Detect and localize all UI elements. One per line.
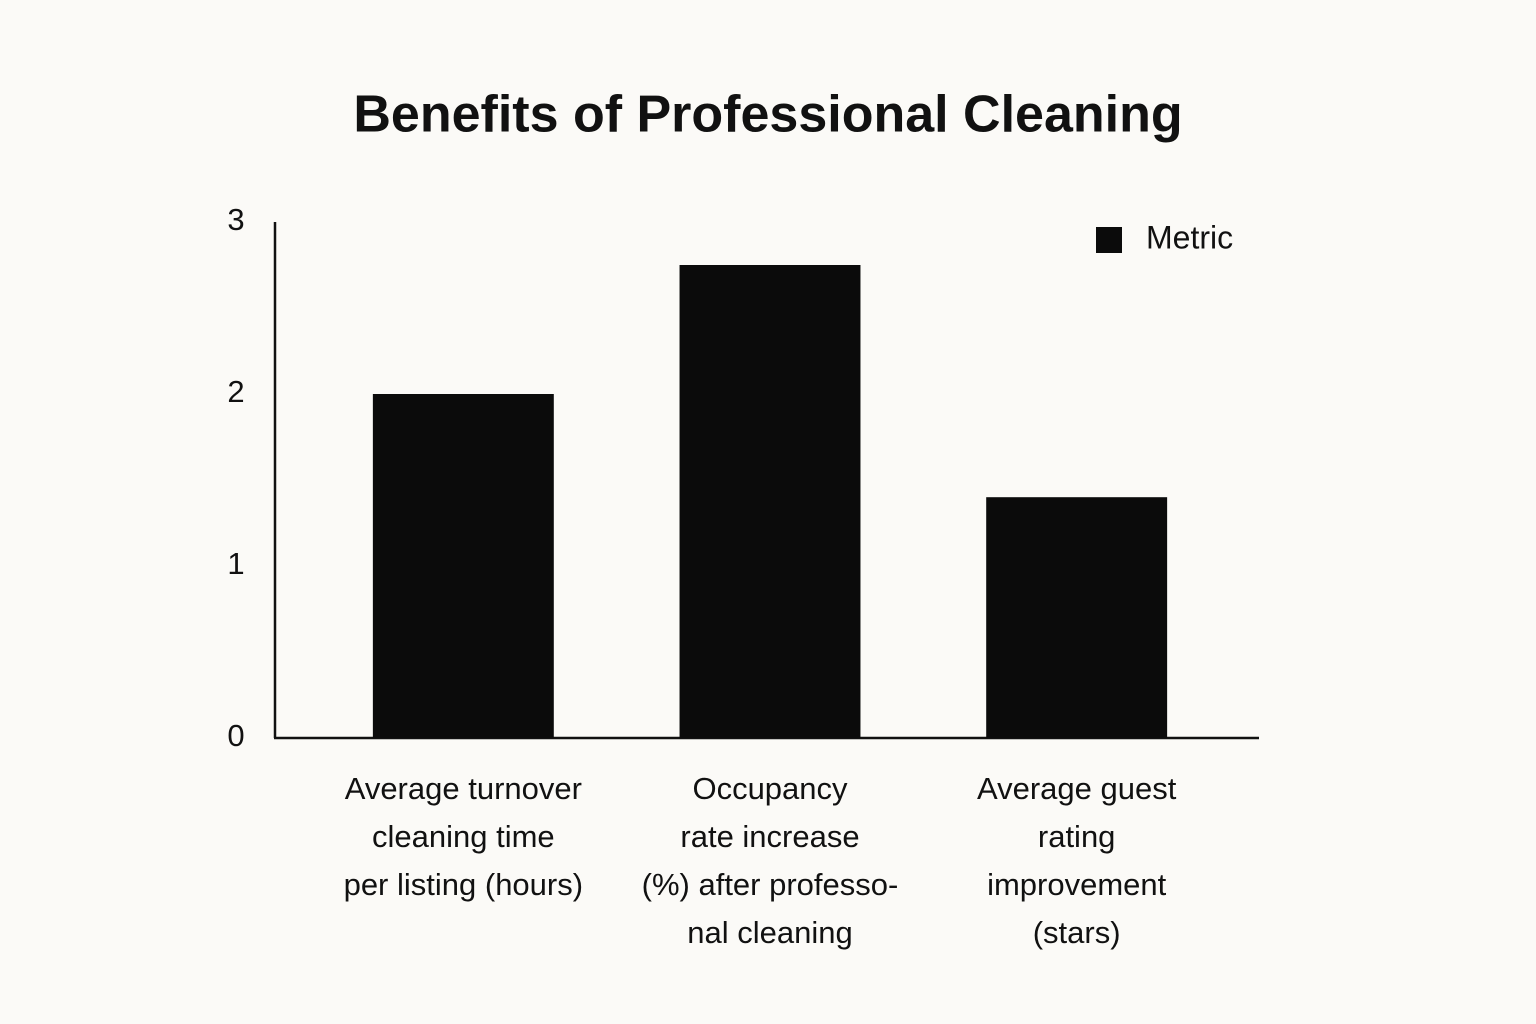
x-tick-label: Average turnover cleaning time per listi… — [343, 771, 584, 902]
bar — [986, 497, 1168, 738]
y-tick-label: 3 — [227, 202, 244, 237]
legend-label: Metric — [1146, 219, 1233, 255]
y-tick-label: 1 — [227, 546, 244, 581]
chart-title: Benefits of Professional Cleaning — [353, 86, 1182, 144]
x-tick-label: Occupancy rate increase (%) after profes… — [641, 771, 899, 950]
bar — [372, 394, 554, 738]
y-tick-label: 0 — [227, 718, 244, 753]
bar — [679, 265, 861, 738]
x-tick-label: Average guest rating improvement (stars) — [976, 771, 1177, 950]
legend-swatch — [1096, 227, 1122, 253]
y-tick-label: 2 — [227, 374, 244, 409]
